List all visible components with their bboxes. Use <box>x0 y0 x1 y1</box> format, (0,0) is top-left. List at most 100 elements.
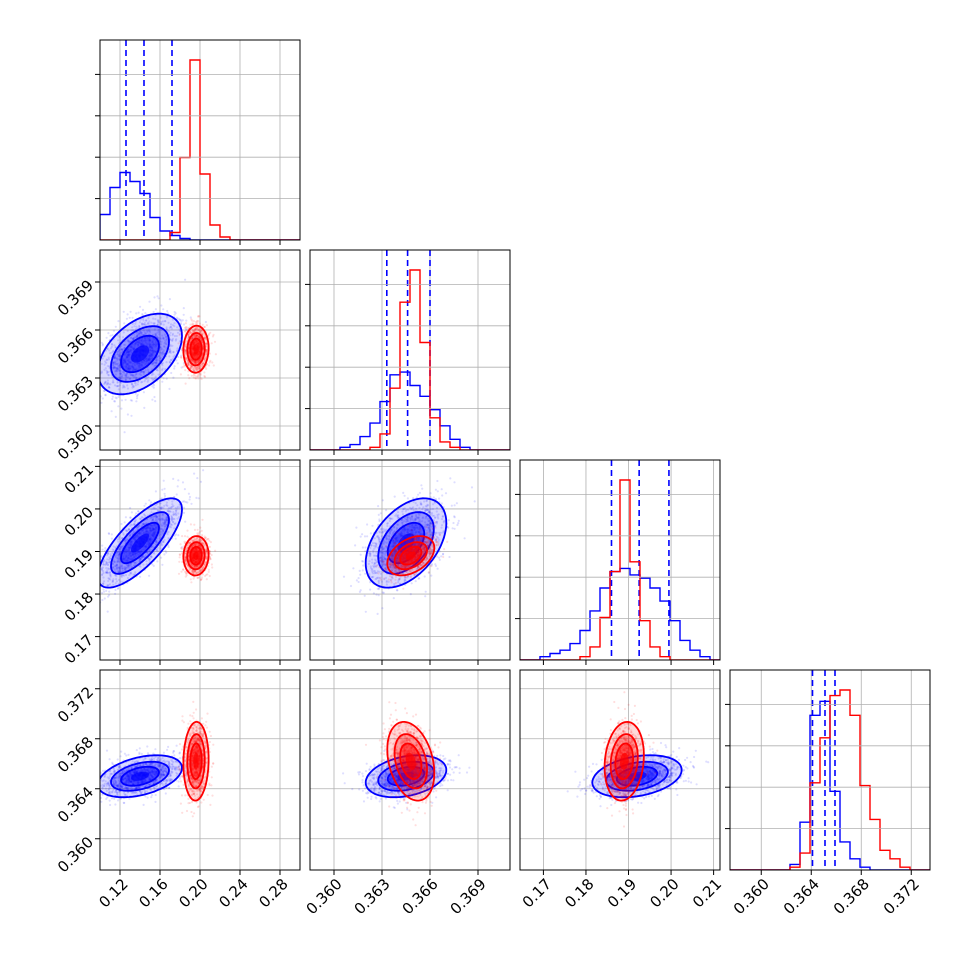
scatter-point <box>171 318 174 321</box>
scatter-point <box>202 348 205 351</box>
scatter-point <box>154 350 158 353</box>
scatter-point <box>163 345 166 348</box>
scatter-point <box>160 340 163 343</box>
scatter-point <box>188 498 191 501</box>
scatter-point <box>120 351 123 354</box>
scatter-point <box>179 318 182 321</box>
scatter-point <box>120 348 123 351</box>
scatter-point <box>132 348 135 351</box>
scatter-point <box>123 566 126 569</box>
scatter-point <box>131 329 135 332</box>
scatter-point <box>168 349 171 352</box>
scatter-point <box>135 341 138 344</box>
scatter-point <box>149 343 152 346</box>
scatter-point <box>143 531 146 534</box>
scatter-point <box>146 342 149 345</box>
scatter-point <box>173 325 176 328</box>
scatter-point <box>130 344 133 347</box>
scatter-point <box>198 335 201 338</box>
scatter-point <box>195 339 198 342</box>
scatter-point <box>102 582 105 585</box>
scatter-point <box>113 363 117 366</box>
scatter-point <box>92 574 94 576</box>
scatter-point <box>154 531 157 534</box>
scatter-point <box>195 340 198 344</box>
scatter-point <box>143 321 146 324</box>
scatter-point <box>171 332 175 335</box>
scatter-point <box>145 545 148 548</box>
scatter-point <box>143 343 146 346</box>
scatter-point <box>101 548 104 551</box>
scatter-point <box>169 351 172 354</box>
scatter-point <box>184 330 187 333</box>
scatter-point <box>198 530 201 534</box>
scatter-point <box>157 328 160 331</box>
scatter-point <box>192 366 195 369</box>
scatter-point <box>130 382 133 385</box>
scatter-point <box>145 329 149 332</box>
scatter-point <box>179 543 182 546</box>
scatter-point <box>186 529 189 532</box>
scatter-point <box>149 344 152 347</box>
scatter-point <box>184 326 187 329</box>
scatter-point <box>193 360 197 363</box>
scatter-point <box>152 343 155 346</box>
scatter-point <box>190 359 193 363</box>
scatter-point <box>149 339 152 342</box>
scatter-point <box>130 523 134 527</box>
scatter-point <box>104 360 107 363</box>
scatter-point <box>150 345 153 349</box>
scatter-point <box>148 558 151 561</box>
scatter-point <box>208 545 211 549</box>
scatter-point <box>190 365 193 368</box>
scatter-point <box>124 365 127 368</box>
scatter-point <box>136 341 139 344</box>
scatter-point <box>115 367 118 370</box>
histogram-red <box>100 59 300 240</box>
scatter-point <box>181 319 184 322</box>
scatter-point <box>182 307 185 310</box>
scatter-point <box>126 354 129 357</box>
scatter-point <box>111 361 114 364</box>
scatter-point <box>154 400 157 403</box>
scatter-point <box>161 352 164 355</box>
scatter-point <box>393 495 396 498</box>
scatter-point <box>195 340 199 343</box>
scatter-point <box>123 431 126 434</box>
scatter-point <box>127 339 130 342</box>
scatter-point <box>125 363 128 366</box>
scatter-point <box>193 329 196 332</box>
scatter-point <box>127 354 131 357</box>
scatter-point <box>128 361 131 364</box>
scatter-point <box>161 514 164 517</box>
scatter-point <box>151 340 154 344</box>
scatter-point <box>173 334 176 338</box>
scatter-point <box>153 322 156 325</box>
scatter-point <box>194 335 198 338</box>
scatter-point <box>128 367 131 370</box>
scatter-point <box>112 350 115 353</box>
scatter-point <box>96 357 98 359</box>
scatter-point <box>139 305 142 308</box>
scatter-point <box>136 362 139 365</box>
scatter-point <box>187 362 190 365</box>
scatter-point <box>199 578 202 581</box>
scatter-point <box>126 339 129 342</box>
scatter-point <box>103 382 106 386</box>
scatter-point <box>205 367 208 370</box>
scatter-point <box>194 334 197 337</box>
scatter-point <box>160 322 163 326</box>
scatter-point <box>192 376 195 379</box>
scatter-point <box>121 348 124 351</box>
scatter-point <box>205 342 208 345</box>
scatter-point <box>198 347 201 350</box>
scatter-point <box>148 341 151 344</box>
scatter-point <box>143 370 146 373</box>
scatter-point <box>135 367 138 370</box>
scatter-point <box>157 373 160 376</box>
scatter-point <box>121 362 124 365</box>
y-tick-label: 0.369 <box>54 276 97 319</box>
scatter-point <box>201 573 204 576</box>
scatter-point <box>138 364 141 367</box>
scatter-point <box>160 556 163 559</box>
